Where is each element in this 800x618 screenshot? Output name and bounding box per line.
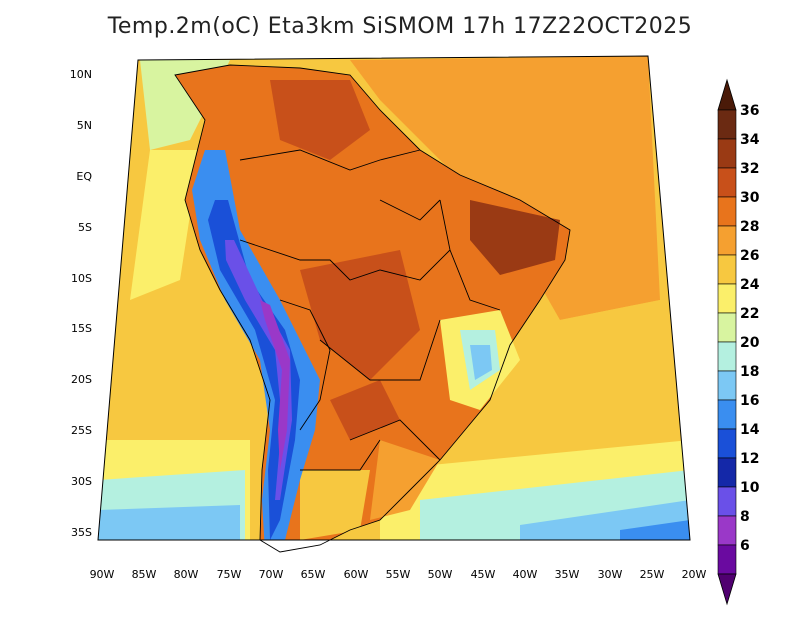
colorbar-swatch [717,167,737,198]
colorbar-label: 20 [740,335,760,351]
colorbar-label: 14 [740,422,760,438]
colorbar-label: 24 [740,277,760,293]
lat-label: 30S [71,475,92,488]
map-title: Temp.2m(oC) Eta3km SiSMOM 17h 17Z22OCT20… [107,14,693,39]
lon-label: 30W [598,568,623,581]
colorbar-top-arrow [717,78,737,111]
lon-label: 65W [301,568,326,581]
colorbar-swatch [717,457,737,488]
colorbar-swatch [717,515,737,546]
lon-label: 60W [344,568,369,581]
colorbar-label: 26 [740,248,759,264]
lon-label: 20W [682,568,707,581]
colorbar-label: 32 [740,161,759,177]
lat-label: 15S [71,322,92,335]
colorbar-swatch [717,312,737,343]
lat-axis: 10N 5N EQ 5S 10S 15S 20S 25S 30S 35S [70,68,93,539]
lon-label: 85W [132,568,157,581]
colorbar-label: 30 [740,190,760,206]
lon-label: 55W [386,568,411,581]
lat-label: 5S [78,221,92,234]
colorbar-label: 12 [740,451,759,467]
colorbar-label: 28 [740,219,759,235]
colorbar-swatch [717,196,737,227]
lon-label: 90W [90,568,115,581]
colorbar-bottom-arrow [717,573,737,606]
lon-label: 75W [217,568,242,581]
lat-label: EQ [76,170,92,183]
colorbar-label: 22 [740,306,759,322]
lon-label: 40W [513,568,538,581]
lat-label: 25S [71,424,92,437]
lon-label: 70W [259,568,284,581]
colorbar-label: 36 [740,103,759,119]
lon-label: 35W [555,568,580,581]
colorbar-swatch [717,109,737,140]
colorbar-label: 34 [740,132,760,148]
colorbar-label: 10 [740,480,760,496]
colorbar-swatch [717,486,737,517]
country-borders [174,64,571,553]
lat-label: 20S [71,373,92,386]
lon-label: 45W [471,568,496,581]
colorbar: 36 34 32 30 28 26 24 22 20 18 16 14 12 10 8 6 [717,78,760,606]
colorbar-label: 18 [740,364,759,380]
lat-label: 10N [70,68,92,81]
map-field [98,56,690,540]
colorbar-swatch [717,138,737,169]
colorbar-label: 6 [740,538,750,554]
lon-label: 80W [174,568,199,581]
colorbar-swatch [717,370,737,401]
lat-label: 10S [71,272,92,285]
lon-axis: 90W 85W 80W 75W 70W 65W 60W 55W 50W 45W … [90,568,707,581]
lat-label: 5N [77,119,92,132]
colorbar-swatch [717,254,737,285]
colorbar-swatch [717,225,737,256]
colorbar-swatch [717,399,737,430]
lon-label: 50W [428,568,453,581]
lon-label: 25W [640,568,665,581]
colorbar-swatch [717,428,737,459]
lat-label: 35S [71,526,92,539]
colorbar-label: 16 [740,393,759,409]
colorbar-label: 8 [740,509,750,525]
colorbar-swatch [717,544,737,575]
colorbar-swatch [717,341,737,372]
colorbar-swatch [717,283,737,314]
